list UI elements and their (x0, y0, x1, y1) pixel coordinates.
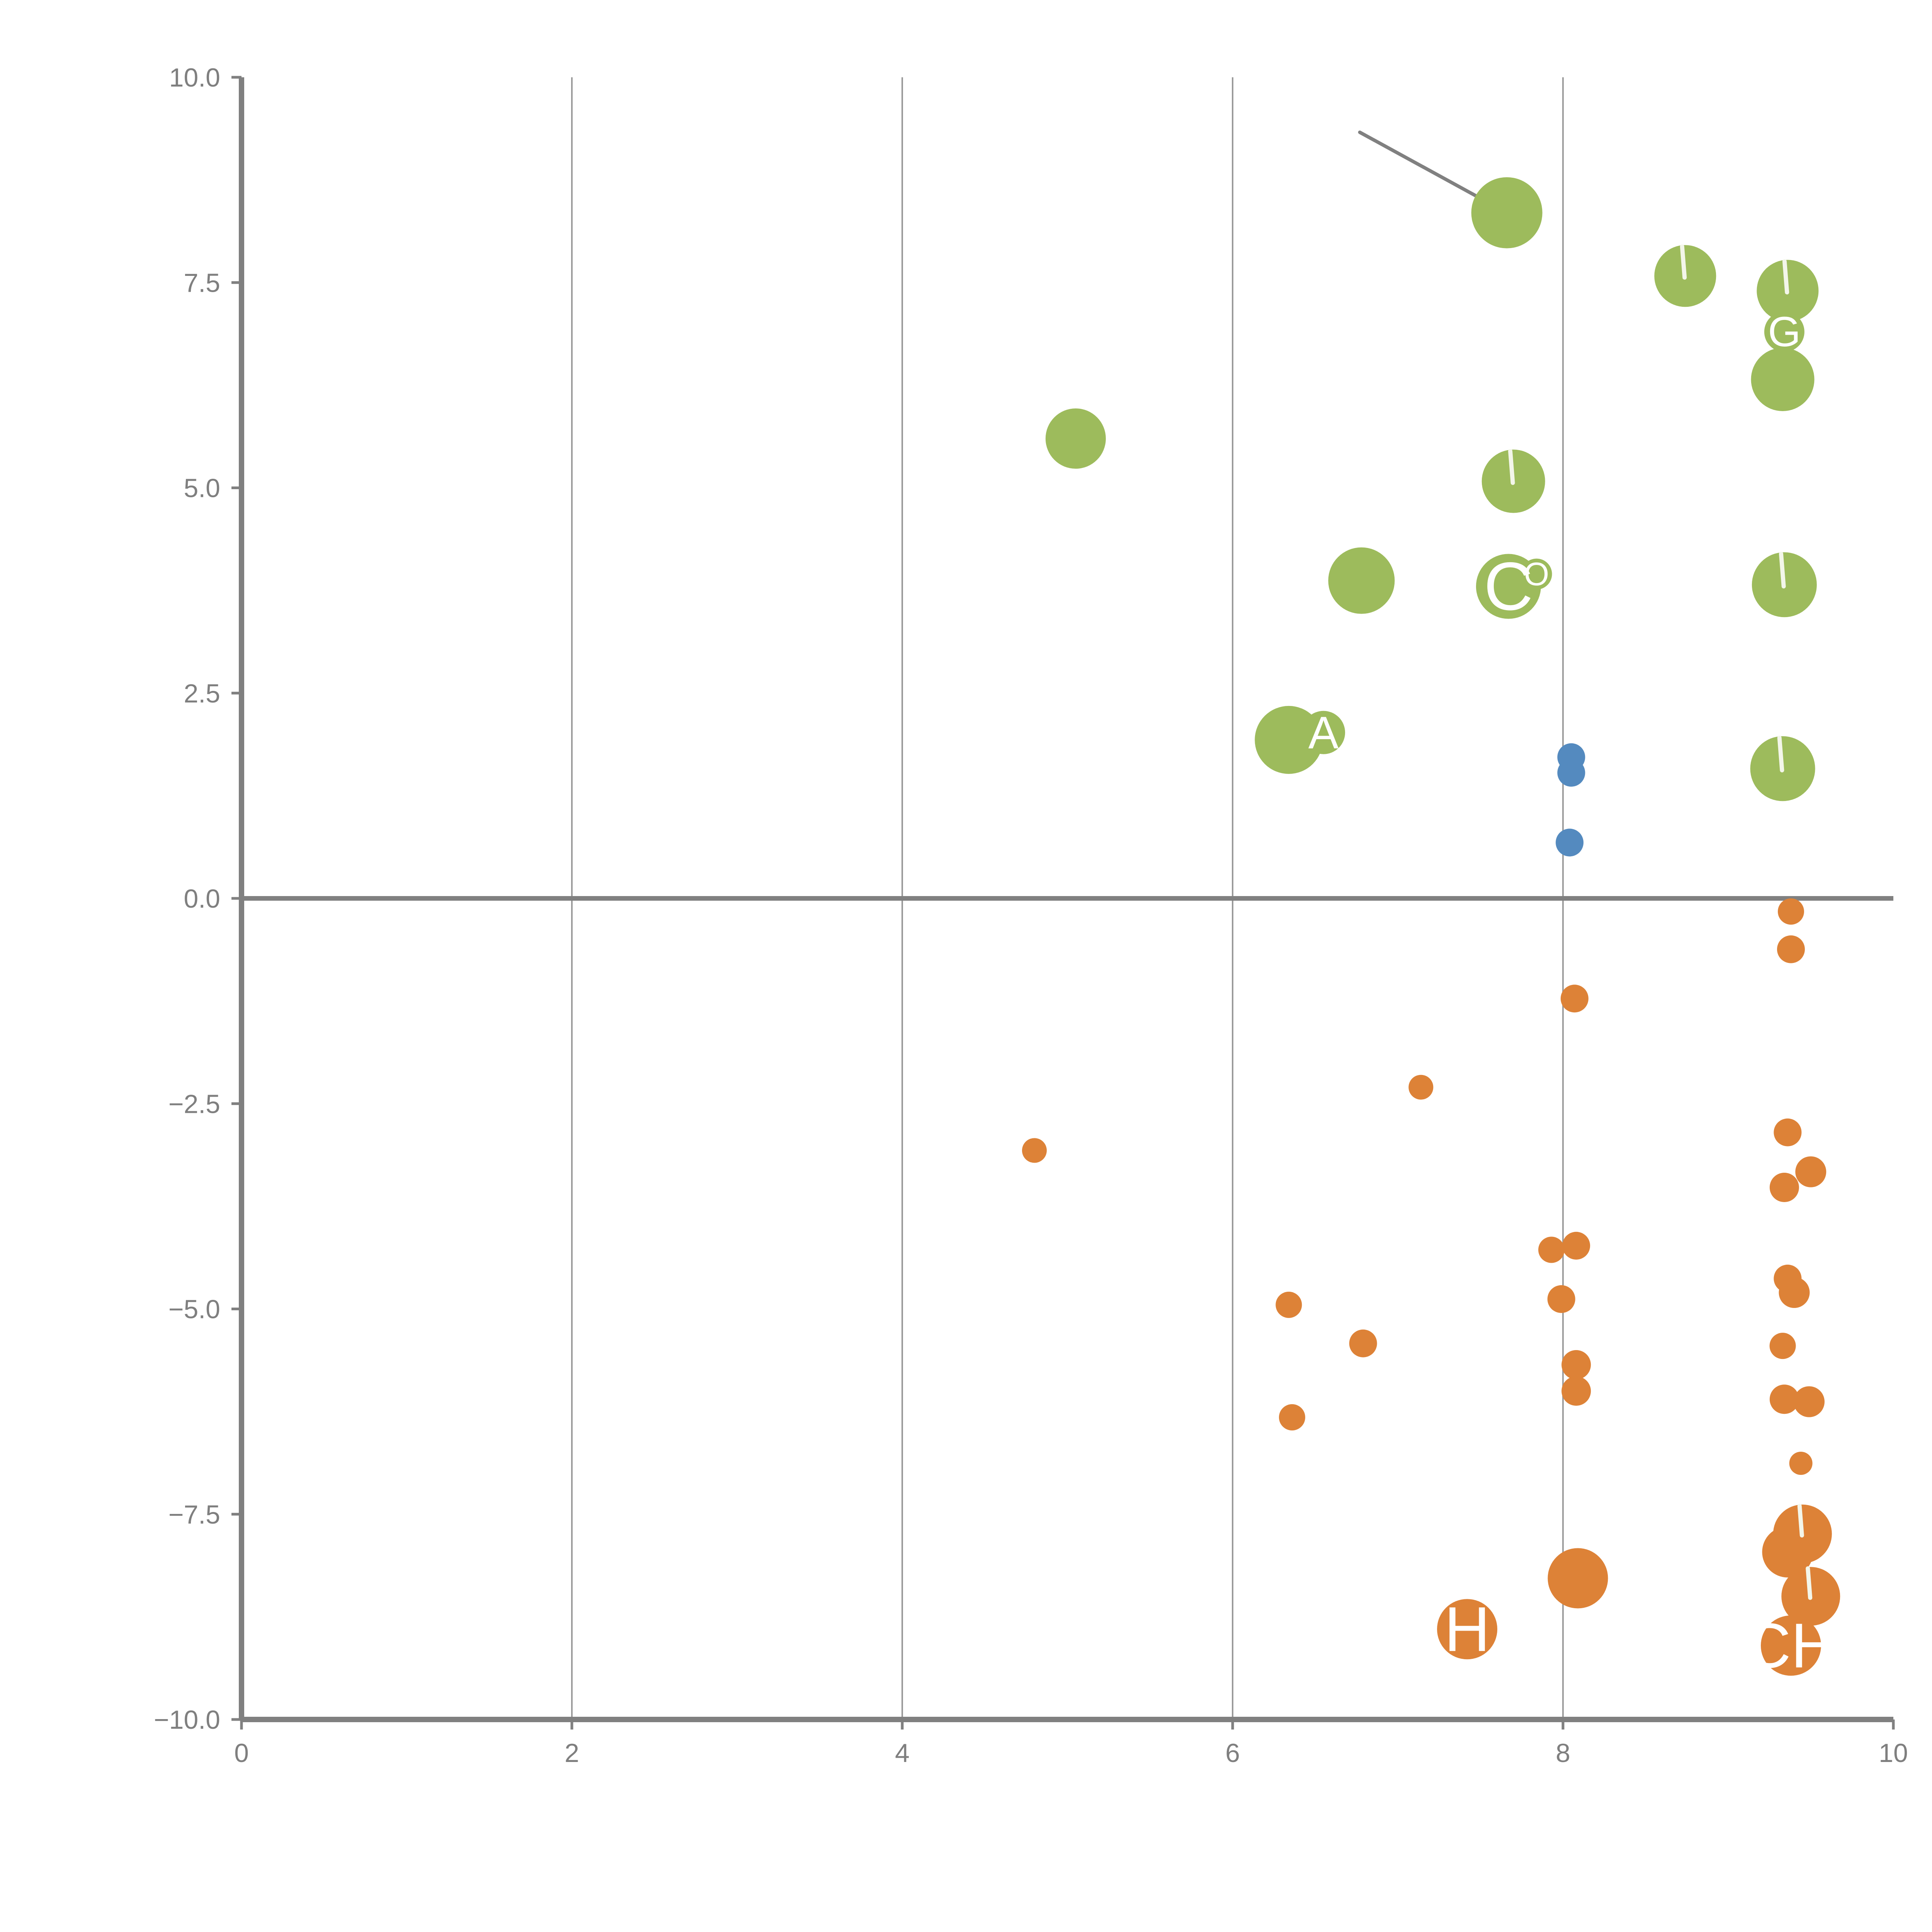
data-point-green (1751, 348, 1815, 411)
data-point-orange (1022, 1138, 1047, 1163)
data-point-green (1764, 311, 1804, 352)
data-point-label: O (1524, 556, 1549, 592)
data-point-orange (1774, 1118, 1802, 1146)
data-point-orange (1789, 1452, 1813, 1475)
data-point-orange (1349, 1329, 1377, 1357)
data-point-green (1045, 408, 1106, 469)
data-point-tick-glyph (1777, 735, 1784, 772)
data-point-green (1302, 711, 1345, 754)
y-tick-label: 10.0 (169, 63, 220, 92)
data-point-label: C (1484, 548, 1533, 624)
x-tick-label: 2 (565, 1738, 579, 1768)
y-tick-label: −2.5 (168, 1089, 220, 1119)
data-point-tick-glyph (1806, 1566, 1813, 1600)
data-point-orange (1279, 1404, 1305, 1430)
data-point-orange (1793, 1386, 1825, 1417)
data-point-orange (1560, 985, 1588, 1013)
data-point-orange (1762, 1526, 1813, 1578)
data-point-blue (1557, 759, 1585, 787)
data-point-tick-glyph (1779, 551, 1786, 588)
data-point-orange (1562, 1231, 1590, 1260)
y-tick-label: 0.0 (184, 884, 220, 913)
data-point-orange (1777, 935, 1805, 963)
data-point-orange (1437, 1599, 1498, 1660)
data-point-orange (1769, 1333, 1796, 1359)
data-point-orange (1408, 1075, 1434, 1100)
data-point-orange (1276, 1291, 1302, 1318)
data-point-orange (1769, 1173, 1799, 1202)
x-tick-label: 0 (234, 1738, 249, 1768)
data-point-tick-glyph (1782, 259, 1789, 294)
data-points (1022, 177, 1840, 1676)
data-point-orange (1538, 1236, 1565, 1263)
x-tick-label: 8 (1556, 1738, 1570, 1768)
axis-ticks (231, 76, 1895, 1730)
data-point-tick-glyph (1797, 1504, 1804, 1538)
data-point-label: G (1768, 308, 1801, 355)
data-point-orange (1548, 1548, 1608, 1609)
data-point-blue (1556, 828, 1584, 857)
data-point-orange (1795, 1156, 1827, 1187)
x-tick-label: 10 (1879, 1738, 1908, 1768)
y-tick-label: −10.0 (154, 1705, 220, 1735)
data-point-label: A (1308, 707, 1339, 758)
data-point-green (1521, 558, 1552, 590)
data-point-orange (1547, 1285, 1575, 1313)
data-point-green (1328, 547, 1395, 614)
data-point-orange (1561, 1350, 1591, 1379)
y-tick-label: 7.5 (184, 268, 220, 298)
y-tick-label: −7.5 (168, 1500, 220, 1529)
axis-tick-labels: 10.0 7.5 5.0 2.5 0.0 −2.5 −5.0 −7.5 −10.0 0 2 4 6 8 10 (154, 63, 1908, 1768)
y-tick-label: −5.0 (168, 1295, 220, 1324)
data-point-label: H (1444, 1594, 1490, 1665)
x-tick-label: 4 (895, 1738, 910, 1768)
x-tick-label: 6 (1225, 1738, 1240, 1768)
data-point-green (1471, 177, 1543, 248)
data-point-orange (1769, 1384, 1799, 1414)
y-tick-label: 2.5 (184, 679, 220, 708)
data-point-orange (1779, 1277, 1810, 1308)
y-tick-label: 5.0 (184, 474, 220, 503)
data-point-tick-glyph (1680, 244, 1687, 280)
data-point-orange (1561, 1376, 1591, 1406)
data-point-tick-glyph (1508, 449, 1515, 485)
data-point-orange (1760, 1615, 1821, 1676)
data-point-labels: G CO A H CH (1308, 244, 1837, 1681)
data-point-orange (1777, 898, 1804, 925)
data-point-label: CH (1745, 1610, 1837, 1681)
